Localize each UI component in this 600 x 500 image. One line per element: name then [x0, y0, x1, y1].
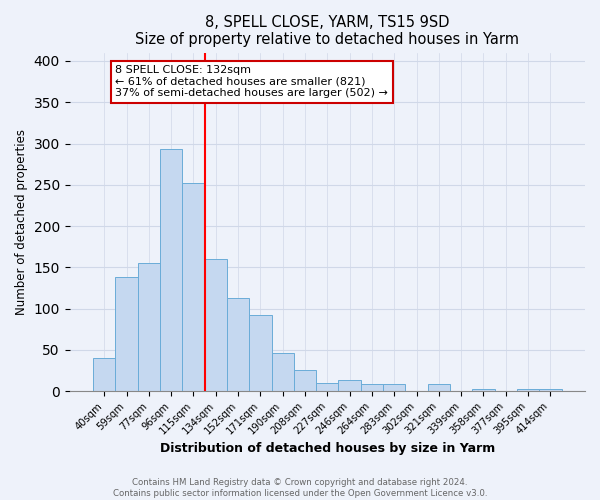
Bar [361, 384, 383, 391]
Y-axis label: Number of detached properties: Number of detached properties [15, 129, 28, 315]
Title: 8, SPELL CLOSE, YARM, TS15 9SD
Size of property relative to detached houses in Y: 8, SPELL CLOSE, YARM, TS15 9SD Size of p… [136, 15, 520, 48]
Bar [249, 315, 272, 391]
Bar [539, 388, 562, 391]
Bar [160, 150, 182, 391]
Bar [428, 384, 450, 391]
X-axis label: Distribution of detached houses by size in Yarm: Distribution of detached houses by size … [160, 442, 495, 455]
Bar [115, 277, 137, 391]
Bar [93, 358, 115, 391]
Bar [227, 298, 249, 391]
Bar [383, 384, 406, 391]
Bar [294, 370, 316, 391]
Bar [338, 380, 361, 391]
Bar [472, 388, 494, 391]
Bar [205, 259, 227, 391]
Bar [137, 263, 160, 391]
Bar [517, 388, 539, 391]
Bar [182, 183, 205, 391]
Text: Contains HM Land Registry data © Crown copyright and database right 2024.
Contai: Contains HM Land Registry data © Crown c… [113, 478, 487, 498]
Bar [316, 383, 338, 391]
Bar [272, 353, 294, 391]
Text: 8 SPELL CLOSE: 132sqm
← 61% of detached houses are smaller (821)
37% of semi-det: 8 SPELL CLOSE: 132sqm ← 61% of detached … [115, 65, 388, 98]
